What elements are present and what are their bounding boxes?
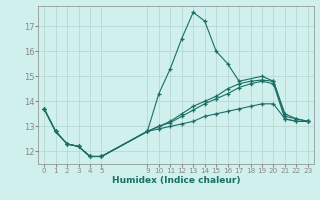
X-axis label: Humidex (Indice chaleur): Humidex (Indice chaleur) — [112, 176, 240, 185]
